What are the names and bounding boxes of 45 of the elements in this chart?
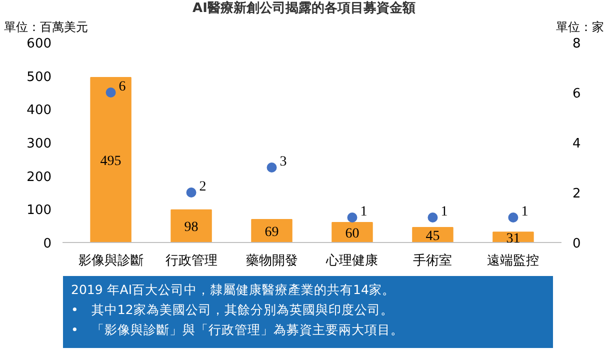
- y-tick-label: 600: [26, 36, 52, 52]
- point: [508, 212, 518, 222]
- data-label: 45: [426, 229, 440, 244]
- bar: [251, 219, 292, 242]
- x-tick-label: 影像與診斷: [78, 254, 144, 268]
- x-tick-label: 心理健康: [325, 252, 378, 268]
- x-tick-label: 行政管理: [165, 254, 218, 268]
- y-tick-label: 200: [26, 170, 52, 185]
- data-label: 3: [280, 154, 287, 170]
- chart-title: AI醫療新創公司揭露的各項目募資金額: [192, 0, 416, 18]
- y-tick-label: 400: [26, 103, 52, 118]
- point: [428, 212, 438, 222]
- data-label: 2: [199, 180, 206, 194]
- y-axis-title: 單位：百萬美元: [4, 18, 88, 36]
- data-label: 69: [264, 225, 279, 240]
- text: 2019 年AI百大公司中，隸屬健康醫療產業的共有14家。: [71, 281, 396, 299]
- y2-tick-label: 2: [572, 186, 581, 202]
- y-tick-label: 300: [26, 136, 52, 152]
- data-label: 495: [100, 154, 122, 169]
- text: • 「影像與診斷」與「行政管理」為募資主要兩大項目。: [71, 321, 404, 339]
- bar: [90, 77, 132, 242]
- point: [106, 88, 116, 98]
- data-label: 6: [118, 80, 126, 94]
- x-tick-label: 手術室: [413, 252, 452, 268]
- bar: [170, 209, 212, 242]
- data-label: 60: [345, 226, 360, 242]
- point: [347, 212, 358, 222]
- y2-tick-label: 0: [572, 236, 581, 252]
- y-tick-label: 0: [43, 236, 52, 252]
- x-tick-label: 遠端監控: [487, 254, 540, 268]
- text: • 其中12家為美國公司，其餘分別為英國與印度公司。: [71, 301, 394, 319]
- data-label: 1: [360, 204, 368, 220]
- data-label: 98: [184, 220, 198, 236]
- point: [186, 188, 196, 198]
- data-label: 1: [440, 204, 448, 220]
- y-tick-label: 100: [26, 203, 52, 218]
- y-tick-label: 500: [26, 70, 52, 85]
- y2-tick-label: 8: [572, 36, 581, 52]
- point: [266, 162, 277, 172]
- y2-axis-title: 單位：家: [556, 18, 604, 36]
- y2-tick-label: 4: [572, 136, 581, 152]
- data-label: 1: [521, 204, 528, 220]
- y2-tick-label: 6: [572, 86, 581, 102]
- x-tick-label: 藥物開發: [246, 254, 298, 268]
- bar: [332, 222, 373, 242]
